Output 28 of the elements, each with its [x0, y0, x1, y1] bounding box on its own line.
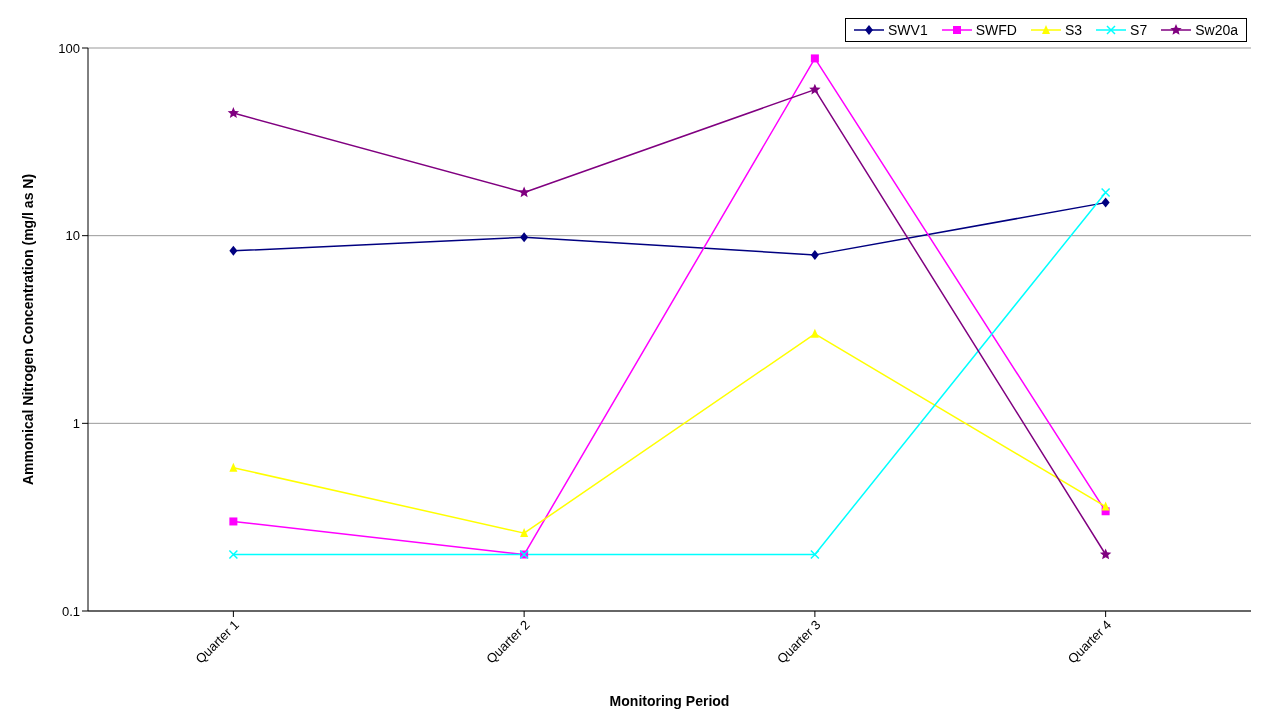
- point: [229, 517, 238, 526]
- legend-label: S3: [1064, 22, 1083, 38]
- y-tick-label: 100: [58, 40, 80, 56]
- point: [227, 107, 240, 118]
- point: [809, 83, 821, 95]
- point: [229, 462, 238, 472]
- x-axis-title: Monitoring Period: [609, 693, 730, 709]
- legend-label: SWV1: [888, 22, 928, 38]
- point: [810, 54, 819, 63]
- point: [518, 186, 530, 198]
- y-axis-title: Ammonical Nitrogen Concentration (mg/l as N): [19, 173, 36, 486]
- legend-label: SWFD: [975, 22, 1017, 38]
- point: [229, 245, 238, 256]
- point: [520, 232, 529, 243]
- point: [810, 249, 819, 260]
- point: [520, 528, 529, 538]
- y-tick-label: 10: [65, 228, 80, 244]
- y-tick-label: 0.1: [61, 603, 80, 619]
- legend-label: Sw20a: [1195, 22, 1238, 38]
- point: [1100, 187, 1111, 198]
- point: [1101, 197, 1110, 208]
- legend-label: S7: [1130, 22, 1148, 38]
- point: [1101, 501, 1110, 511]
- point: [810, 328, 819, 338]
- point: [810, 549, 820, 560]
- y-tick-label: 1: [72, 415, 80, 431]
- point: [1099, 548, 1112, 560]
- point: [228, 549, 239, 560]
